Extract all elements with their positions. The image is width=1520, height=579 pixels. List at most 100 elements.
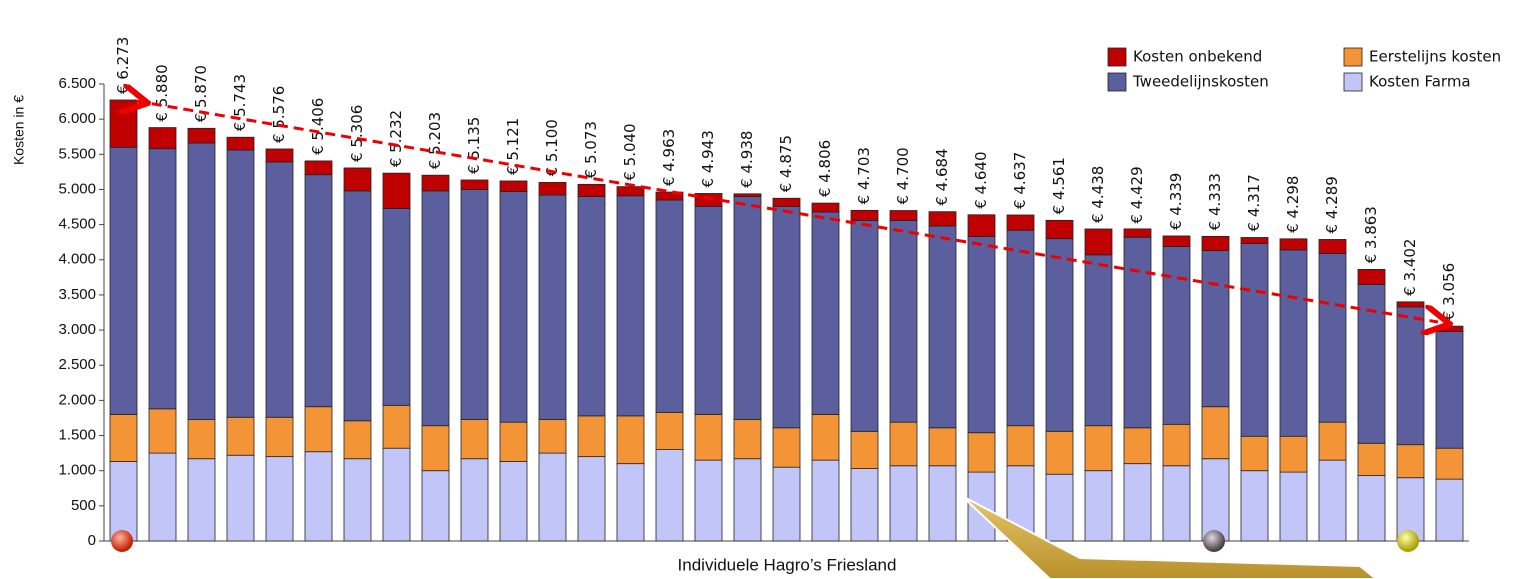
y-tick-label: 6.500 (58, 75, 96, 92)
bar-segment (148, 148, 177, 410)
bar-segment (1201, 250, 1230, 408)
total-label: € 4.561 (1050, 157, 1068, 214)
legend-label: Tweedelijnskosten (1132, 73, 1269, 91)
bar-segment (967, 236, 996, 434)
legend-swatch (1107, 47, 1127, 67)
bar-segment (382, 404, 411, 449)
bar-segment (304, 406, 333, 453)
bar-segment (382, 208, 411, 406)
y-axis-title: Kosten in € (11, 95, 27, 165)
bar-segment (1123, 463, 1152, 542)
y-tick-label: 2.000 (58, 391, 96, 408)
total-label: € 3.056 (1440, 263, 1458, 320)
bar-segment (1201, 406, 1230, 460)
bar-segment (1045, 430, 1074, 475)
bar-segment (1357, 442, 1386, 477)
total-label: € 5.203 (426, 112, 444, 169)
bar-segment (1006, 425, 1035, 467)
total-label: € 5.073 (582, 121, 600, 178)
y-tick-label: 5.500 (58, 145, 96, 162)
total-label: € 5.232 (387, 110, 405, 167)
total-label: € 4.438 (1089, 166, 1107, 223)
bar-segment (616, 186, 645, 197)
bar-segment (1084, 228, 1113, 256)
total-label: € 4.637 (1011, 152, 1029, 209)
bar-segment (655, 411, 684, 450)
bar-segment (265, 456, 294, 542)
bar-segment (538, 182, 567, 196)
total-label: € 5.040 (621, 123, 639, 180)
bar-segment (1240, 470, 1269, 542)
bar-segment (538, 418, 567, 454)
total-label: € 3.402 (1401, 239, 1419, 296)
bar-segment (850, 219, 879, 432)
bar-segment (265, 161, 294, 418)
bar-segment (694, 459, 723, 542)
bar-segment (850, 430, 879, 469)
bar-segment (304, 451, 333, 542)
bar-segment (1162, 423, 1191, 467)
total-label: € 4.298 (1284, 176, 1302, 233)
y-tick-label: 1.000 (58, 462, 96, 479)
bar-segment (109, 461, 138, 542)
bar-segment (421, 174, 450, 192)
total-label: € 5.306 (348, 105, 366, 162)
annotations (111, 101, 1438, 579)
marker-dot (111, 530, 133, 552)
bar-segment (226, 454, 255, 542)
y-tick-label: 0 (88, 532, 96, 549)
bar-segment (1240, 237, 1269, 244)
total-label: € 5.743 (231, 74, 249, 131)
bar-segment (1084, 425, 1113, 472)
bar-segment (928, 211, 957, 227)
bar-segment (811, 414, 840, 461)
total-label: € 4.684 (933, 148, 951, 205)
total-label: € 5.406 (309, 98, 327, 155)
bar-segment (850, 468, 879, 542)
bar-segment (1240, 435, 1269, 472)
bar-segment (499, 191, 528, 423)
bar-segment (226, 136, 255, 151)
y-tick-label: 4.000 (58, 251, 96, 268)
bar-segment (460, 179, 489, 190)
legend-swatch (1343, 47, 1363, 67)
legend-swatch (1343, 72, 1363, 92)
bar-segment (421, 425, 450, 472)
bar-segment (1435, 447, 1464, 480)
bar-segment (343, 167, 372, 192)
bar-segment (226, 416, 255, 456)
bar-segment (499, 461, 528, 542)
bar-segment (928, 465, 957, 542)
bar-segment (304, 160, 333, 176)
bar-segment (733, 196, 762, 420)
bar-segment (148, 127, 177, 150)
total-label: € 4.289 (1323, 176, 1341, 233)
y-tick-label: 3.000 (58, 321, 96, 338)
plot-area: 0 500 1.000 1.500 2.000 2.500 3.000 3.500 4.000 4… (58, 37, 1501, 549)
bar-segment (967, 432, 996, 473)
bar-segment (1435, 478, 1464, 542)
bar-segment (343, 420, 372, 460)
bar-segment (577, 196, 606, 417)
bar-segment (109, 99, 138, 148)
bar-segment (694, 205, 723, 415)
bar-segment (928, 225, 957, 429)
bar-segment (811, 211, 840, 415)
total-label: € 4.429 (1128, 166, 1146, 223)
total-label: € 4.700 (894, 147, 912, 204)
bar-segment (1162, 246, 1191, 425)
bar-segment (499, 421, 528, 462)
bar-segment (1084, 470, 1113, 542)
bar-segment (1318, 253, 1347, 423)
total-label: € 5.880 (153, 64, 171, 121)
y-tick-label: 6.000 (58, 110, 96, 127)
bar-segment (148, 452, 177, 542)
total-label: € 5.135 (465, 117, 483, 174)
bar-segment (655, 199, 684, 413)
total-label: € 4.938 (738, 131, 756, 188)
bar-segment (1123, 236, 1152, 429)
bar-segment (460, 189, 489, 420)
bar-segment (1318, 421, 1347, 461)
bar-segment (772, 197, 801, 207)
bar-segment (1396, 444, 1425, 479)
